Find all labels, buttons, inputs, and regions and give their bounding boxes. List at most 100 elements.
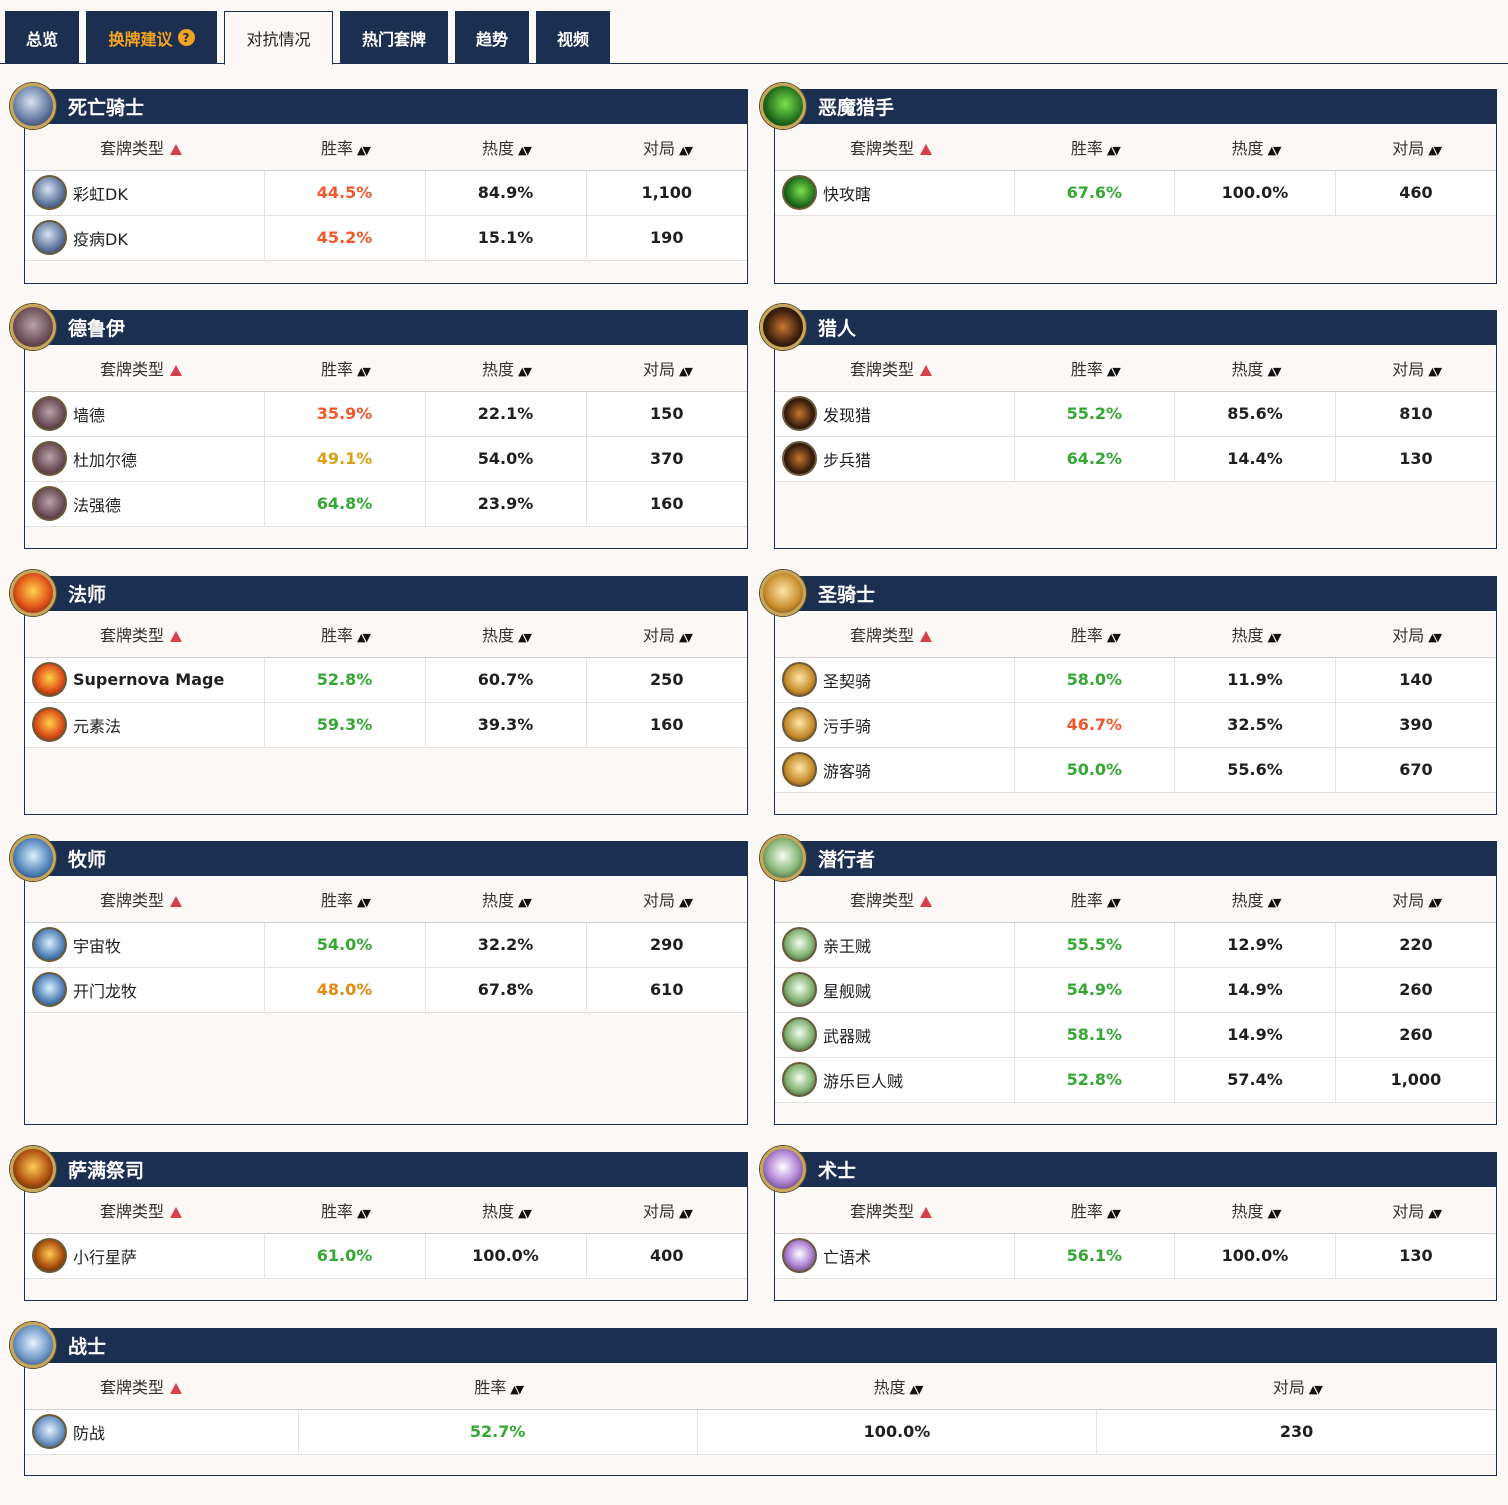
tab-popular-decks[interactable]: 热门套牌: [340, 11, 448, 64]
sort-games[interactable]: 对局 ▲▼: [586, 345, 747, 392]
sort-games[interactable]: 对局 ▲▼: [586, 611, 747, 658]
sort-deck-type[interactable]: 套牌类型: [25, 345, 264, 392]
deck-cell[interactable]: 游客骑: [775, 747, 1014, 793]
deck-cell[interactable]: 墙德: [25, 391, 264, 437]
table-row[interactable]: 彩虹DK 44.5% 84.9% 1,100: [25, 170, 747, 216]
sort-games[interactable]: 对局 ▲▼: [1335, 124, 1496, 171]
tab-matchups[interactable]: 对抗情况: [224, 11, 333, 65]
sort-games[interactable]: 对局 ▲▼: [1335, 345, 1496, 392]
deck-cell[interactable]: 法强德: [25, 481, 264, 527]
deck-cell[interactable]: 疫病DK: [25, 215, 264, 261]
deck-cell[interactable]: 杜加尔德: [25, 436, 264, 482]
sort-deck-type[interactable]: 套牌类型: [25, 876, 264, 923]
deck-cell[interactable]: 防战: [25, 1409, 298, 1455]
sort-winrate[interactable]: 胜率 ▲▼: [1014, 1187, 1175, 1234]
sort-winrate[interactable]: 胜率 ▲▼: [298, 1363, 698, 1410]
deck-cell[interactable]: 亡语术: [775, 1233, 1014, 1279]
sort-games[interactable]: 对局 ▲▼: [586, 124, 747, 171]
sort-winrate[interactable]: 胜率 ▲▼: [1014, 345, 1175, 392]
table-row[interactable]: 疫病DK 45.2% 15.1% 190: [25, 215, 747, 261]
deck-cell[interactable]: 步兵猎: [775, 436, 1014, 482]
table-row[interactable]: 亡语术 56.1% 100.0% 130: [775, 1233, 1496, 1279]
sort-winrate[interactable]: 胜率 ▲▼: [1014, 876, 1175, 923]
sort-popularity[interactable]: 热度 ▲▼: [1174, 611, 1336, 658]
table-row[interactable]: 快攻瞎 67.6% 100.0% 460: [775, 170, 1496, 216]
sort-deck-type[interactable]: 套牌类型: [775, 876, 1014, 923]
deck-cell[interactable]: 彩虹DK: [25, 170, 264, 216]
table-row[interactable]: 武器贼 58.1% 14.9% 260: [775, 1012, 1496, 1058]
sort-deck-type[interactable]: 套牌类型: [775, 611, 1014, 658]
column-label: 热度: [1231, 359, 1264, 379]
table-row[interactable]: 开门龙牧 48.0% 67.8% 610: [25, 967, 747, 1013]
sort-popularity[interactable]: 热度 ▲▼: [425, 611, 586, 658]
sort-popularity[interactable]: 热度 ▲▼: [1174, 1187, 1336, 1234]
sort-deck-type[interactable]: 套牌类型: [775, 1187, 1014, 1234]
sort-deck-type[interactable]: 套牌类型: [25, 1363, 298, 1410]
deck-name-wrap: 疫病DK: [32, 220, 264, 255]
sort-winrate[interactable]: 胜率 ▲▼: [264, 611, 425, 658]
table-row[interactable]: 法强德 64.8% 23.9% 160: [25, 481, 747, 527]
deck-cell[interactable]: 小行星萨: [25, 1233, 264, 1279]
sort-popularity[interactable]: 热度 ▲▼: [1174, 345, 1336, 392]
sort-games[interactable]: 对局 ▲▼: [1096, 1363, 1496, 1410]
table-row[interactable]: 步兵猎 64.2% 14.4% 130: [775, 436, 1496, 482]
sort-winrate[interactable]: 胜率 ▲▼: [264, 876, 425, 923]
table-row[interactable]: 元素法 59.3% 39.3% 160: [25, 702, 747, 748]
deck-cell[interactable]: 圣契骑: [775, 657, 1014, 703]
sort-deck-type[interactable]: 套牌类型: [25, 1187, 264, 1234]
deck-cell[interactable]: 游乐巨人贼: [775, 1057, 1014, 1103]
table-row[interactable]: 污手骑 46.7% 32.5% 390: [775, 702, 1496, 748]
sort-winrate[interactable]: 胜率 ▲▼: [264, 345, 425, 392]
table-row[interactable]: Supernova Mage 52.8% 60.7% 250: [25, 657, 747, 703]
sort-popularity[interactable]: 热度 ▲▼: [425, 124, 586, 171]
deck-cell[interactable]: 星舰贼: [775, 967, 1014, 1013]
sort-popularity[interactable]: 热度 ▲▼: [1174, 876, 1336, 923]
sort-popularity[interactable]: 热度 ▲▼: [425, 876, 586, 923]
table-row[interactable]: 小行星萨 61.0% 100.0% 400: [25, 1233, 747, 1279]
sort-winrate[interactable]: 胜率 ▲▼: [264, 1187, 425, 1234]
table-row[interactable]: 游乐巨人贼 52.8% 57.4% 1,000: [775, 1057, 1496, 1103]
sort-games[interactable]: 对局 ▲▼: [586, 876, 747, 923]
sort-winrate[interactable]: 胜率 ▲▼: [1014, 124, 1175, 171]
table-row[interactable]: 宇宙牧 54.0% 32.2% 290: [25, 922, 747, 968]
deck-cell[interactable]: 宇宙牧: [25, 922, 264, 968]
deck-cell[interactable]: 武器贼: [775, 1012, 1014, 1058]
deck-cell[interactable]: 亲王贼: [775, 922, 1014, 968]
deck-cell[interactable]: 污手骑: [775, 702, 1014, 748]
sort-popularity[interactable]: 热度 ▲▼: [425, 345, 586, 392]
sort-popularity[interactable]: 热度 ▲▼: [1174, 124, 1336, 171]
sort-deck-type[interactable]: 套牌类型: [25, 124, 264, 171]
column-label: 套牌类型: [100, 359, 165, 379]
tab-videos[interactable]: 视频: [536, 11, 610, 64]
table-row[interactable]: 星舰贼 54.9% 14.9% 260: [775, 967, 1496, 1013]
deck-cell[interactable]: 快攻瞎: [775, 170, 1014, 216]
sort-deck-type[interactable]: 套牌类型: [775, 124, 1014, 171]
tab-trends[interactable]: 趋势: [455, 11, 529, 64]
table-row[interactable]: 游客骑 50.0% 55.6% 670: [775, 747, 1496, 793]
deck-cell[interactable]: Supernova Mage: [25, 657, 264, 703]
winrate-cell: 54.9%: [1013, 967, 1175, 1013]
winrate-cell: 58.0%: [1013, 657, 1175, 703]
sort-popularity[interactable]: 热度 ▲▼: [697, 1363, 1097, 1410]
table-row[interactable]: 发现猎 55.2% 85.6% 810: [775, 391, 1496, 437]
sort-deck-type[interactable]: 套牌类型: [25, 611, 264, 658]
deck-cell[interactable]: 开门龙牧: [25, 967, 264, 1013]
sort-games[interactable]: 对局 ▲▼: [1335, 876, 1496, 923]
sort-games[interactable]: 对局 ▲▼: [1335, 611, 1496, 658]
table-row[interactable]: 墙德 35.9% 22.1% 150: [25, 391, 747, 437]
table-row[interactable]: 杜加尔德 49.1% 54.0% 370: [25, 436, 747, 482]
sort-deck-type[interactable]: 套牌类型: [775, 345, 1014, 392]
tab-overview[interactable]: 总览: [5, 11, 79, 64]
sort-winrate[interactable]: 胜率 ▲▼: [264, 124, 425, 171]
deck-cell[interactable]: 元素法: [25, 702, 264, 748]
sort-winrate[interactable]: 胜率 ▲▼: [1014, 611, 1175, 658]
column-label: 对局: [1392, 1201, 1425, 1221]
tab-mulligan[interactable]: 换牌建议?: [86, 11, 217, 64]
deck-cell[interactable]: 发现猎: [775, 391, 1014, 437]
sort-games[interactable]: 对局 ▲▼: [586, 1187, 747, 1234]
table-row[interactable]: 亲王贼 55.5% 12.9% 220: [775, 922, 1496, 968]
table-row[interactable]: 防战 52.7% 100.0% 230: [25, 1409, 1496, 1455]
table-row[interactable]: 圣契骑 58.0% 11.9% 140: [775, 657, 1496, 703]
sort-popularity[interactable]: 热度 ▲▼: [425, 1187, 586, 1234]
sort-games[interactable]: 对局 ▲▼: [1335, 1187, 1496, 1234]
